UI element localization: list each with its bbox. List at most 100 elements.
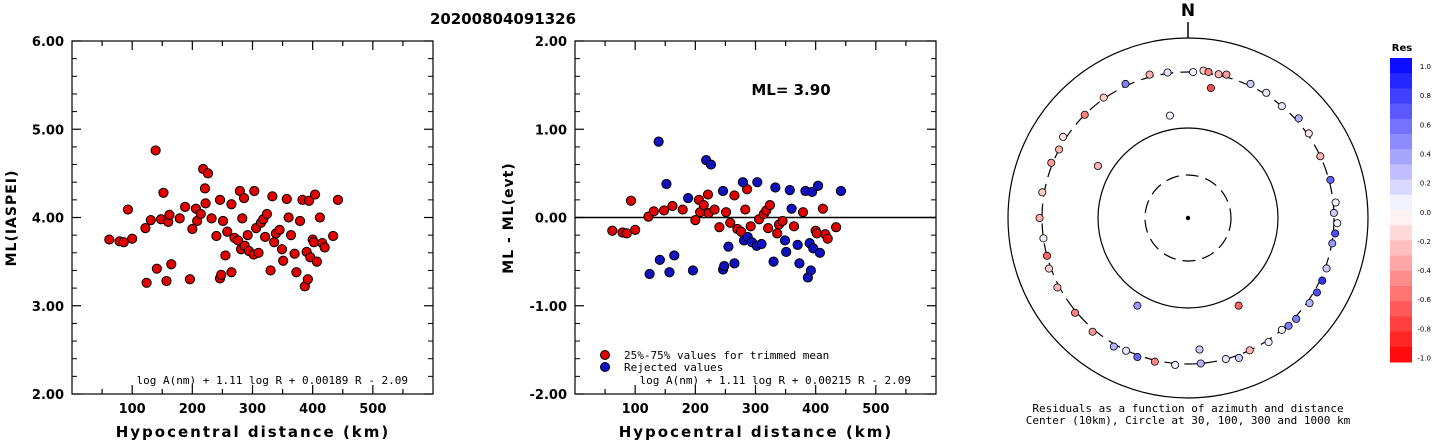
trimmed-data-point: [822, 233, 833, 244]
figure-title: 20200804091326: [430, 10, 576, 28]
left-data-point: [328, 230, 339, 242]
colorbar-tick-label: 0.8: [1420, 92, 1431, 100]
rejected-data-point: [768, 256, 779, 267]
polar-station-point: [1150, 357, 1159, 366]
trimmed-data-point: [698, 200, 709, 211]
polar-station-point: [1196, 359, 1205, 368]
polar-station-point: [1318, 276, 1327, 285]
rejected-data-point: [781, 246, 792, 258]
rejected-data-point: [806, 186, 818, 198]
left-data-point: [217, 215, 229, 227]
left-x-axis-label: Hypocentral distance (km): [116, 423, 391, 441]
colorbar-title: Res: [1392, 43, 1412, 54]
legend-marker-trimmed: [600, 350, 610, 360]
rejected-data-point: [687, 265, 699, 276]
rejected-data-point: [784, 185, 795, 196]
colorbar: Res 1.0 0.8 0.6 0.4 0.2 0.0 -0.2 -0.4 -0.6 -0.8 -1…: [1390, 43, 1432, 363]
polar-caption-line2: Center (10km), Circle at 30, 100, 300 an…: [1026, 414, 1351, 427]
middle-y-tick-label: 2.00: [535, 35, 567, 50]
left-data-point: [195, 208, 206, 220]
colorbar-tick-label: -0.6: [1417, 296, 1431, 304]
middle-y-tick-label: 1.00: [535, 123, 567, 138]
colorbar-tick-label: 0.4: [1420, 150, 1432, 158]
left-data-point: [104, 234, 115, 245]
left-data-point: [261, 208, 273, 220]
trimmed-data-point: [725, 217, 736, 228]
left-data-point: [180, 201, 191, 213]
colorbar-cell: [1390, 301, 1412, 317]
rejected-data-point: [770, 182, 781, 193]
rejected-data-point: [723, 241, 734, 252]
trimmed-data-point: [607, 225, 618, 236]
left-data-point: [214, 194, 226, 205]
left-data-point: [311, 256, 322, 267]
left-data-point: [216, 269, 227, 280]
colorbar-tick-label: -1.0: [1417, 355, 1431, 363]
rejected-data-point: [835, 185, 847, 197]
middle-formula: log A(nm) + 1.11 log R + 0.00215 R - 2.0…: [639, 374, 911, 387]
rejected-data-point: [792, 239, 803, 250]
trimmed-data-point: [625, 195, 637, 206]
middle-x-tick-label: 200: [682, 402, 709, 417]
left-data-point: [267, 191, 278, 202]
left-data-point: [118, 237, 129, 248]
polar-station-point: [1322, 264, 1331, 273]
trimmed-data-point: [702, 189, 714, 200]
left-data-point: [151, 263, 162, 274]
polar-station-point: [1312, 288, 1321, 297]
polar-station-point: [1246, 79, 1255, 88]
middle-legend: 25%-75% values for trimmed mean Rejected…: [600, 349, 829, 374]
rejected-data-point: [705, 159, 717, 170]
left-plot-frame: [71, 40, 434, 395]
trimmed-data-point: [745, 221, 756, 232]
middle-y-ticks: -2.00 -1.00 0.00 1.00 2.00: [530, 35, 936, 403]
left-data-point: [274, 224, 285, 235]
colorbar-tick-label: 1.0: [1420, 63, 1431, 71]
polar-station-point: [1133, 301, 1142, 310]
left-data-point: [283, 212, 294, 223]
left-data-point: [303, 195, 315, 206]
left-data-point: [314, 212, 325, 223]
left-data-point: [237, 213, 248, 224]
polar-station-point: [1206, 84, 1215, 93]
left-data-point: [158, 187, 169, 198]
rejected-data-point: [805, 265, 816, 276]
rejected-data-point: [756, 238, 767, 250]
colorbar-cell: [1390, 88, 1412, 105]
trimmed-data-point: [811, 228, 822, 239]
left-data-point: [308, 237, 319, 248]
left-data-point: [249, 185, 260, 197]
left-data-point: [242, 230, 253, 241]
polar-station-point: [1294, 114, 1303, 123]
rejected-data-point: [814, 247, 825, 258]
left-data-point: [145, 215, 156, 226]
left-data-point: [222, 226, 233, 237]
trimmed-data-point: [817, 203, 828, 214]
polar-station-point: [1133, 353, 1142, 362]
left-data-point: [309, 189, 321, 200]
polar-station-point: [1121, 79, 1130, 88]
left-data-point: [220, 250, 231, 261]
polar-station-point: [1059, 132, 1068, 141]
middle-points: [607, 136, 847, 283]
colorbar-cell: [1390, 194, 1412, 211]
trimmed-data-point: [797, 207, 809, 218]
left-y-tick-label: 3.00: [32, 300, 64, 315]
colorbar-cell: [1390, 73, 1412, 89]
middle-y-tick-label: -2.00: [530, 388, 567, 403]
trimmed-data-point: [720, 207, 732, 218]
colorbar-cell: [1390, 255, 1412, 272]
polar-station-point: [1038, 188, 1047, 197]
middle-chart: -2.00 -1.00 0.00 1.00 2.00 100 200 300 400 500 M…: [501, 35, 937, 441]
left-y-tick-label: 2.00: [32, 388, 64, 403]
legend-marker-rejected: [600, 362, 610, 372]
left-y-tick-label: 4.00: [32, 212, 64, 227]
polar-station-point: [1080, 110, 1089, 119]
polar-station-point: [1305, 299, 1314, 308]
left-data-point: [140, 222, 151, 234]
polar-chart: N Residuals as a function of azimuth and…: [1007, 1, 1369, 427]
ring-100km: [1097, 127, 1279, 309]
left-data-point: [276, 244, 288, 255]
polar-points: [1035, 66, 1342, 369]
colorbar-cell: [1390, 164, 1412, 181]
